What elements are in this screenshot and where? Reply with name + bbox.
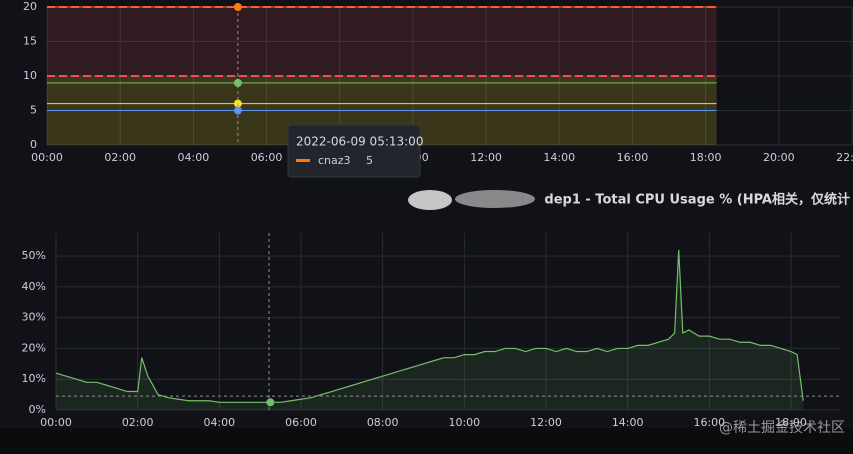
x-tick-label: 02:00 <box>104 151 136 164</box>
y-tick-label: 10 <box>23 69 37 82</box>
y-tick-label: 20% <box>22 341 46 354</box>
x-tick-label: 18:00 <box>690 151 722 164</box>
y-tick-label: 10% <box>22 372 46 385</box>
y-tick-label: 0 <box>30 138 37 151</box>
x-tick-label: 12:00 <box>470 151 502 164</box>
x-tick-label: 08:00 <box>367 416 399 429</box>
tooltip-swatch <box>296 159 310 162</box>
x-tick-label: 00:00 <box>40 416 72 429</box>
x-tick-label: 20:00 <box>763 151 795 164</box>
y-tick-label: 5 <box>30 104 37 117</box>
blur <box>455 190 535 208</box>
watermark: @稀土掘金技术社区 <box>719 420 845 436</box>
y-tick-label: 0% <box>29 403 46 416</box>
tooltip <box>287 124 421 178</box>
x-tick-label: 10:00 <box>448 416 480 429</box>
tooltip-value: 5 <box>366 154 373 167</box>
x-tick-label: 14:00 <box>543 151 575 164</box>
x-tick-label: 18:00 <box>775 416 807 429</box>
y-tick-label: 50% <box>22 249 46 262</box>
y-tick-label: 20 <box>23 0 37 13</box>
blur <box>408 190 452 210</box>
panel-top: 0510152000:0002:0004:0006:0008:0010:0012… <box>23 0 853 178</box>
x-tick-label: 06:00 <box>251 151 283 164</box>
x-tick-label: 12:00 <box>530 416 562 429</box>
area-fill <box>56 249 804 410</box>
y-tick-label: 40% <box>22 280 46 293</box>
hover-point <box>233 78 242 87</box>
x-tick-label: 16:00 <box>617 151 649 164</box>
x-tick-label: 14:00 <box>612 416 644 429</box>
tooltip-time: 2022-06-09 05:13:00 <box>296 135 423 149</box>
y-tick-label: 15 <box>23 35 37 48</box>
x-tick-label: 02:00 <box>122 416 154 429</box>
tooltip-name: cnaz3 <box>318 154 351 167</box>
x-tick-label: 04:00 <box>178 151 210 164</box>
series-line <box>55 249 804 403</box>
x-tick-label: 16:00 <box>693 416 725 429</box>
panel-title: dep1 - Total CPU Usage % (HPA相关，仅统计 <box>544 192 850 208</box>
y-tick-label: 30% <box>22 311 46 324</box>
threshold-band <box>47 7 717 76</box>
x-tick-label: 06:00 <box>285 416 317 429</box>
x-tick-label: 00:00 <box>31 151 63 164</box>
hover-point <box>266 398 275 407</box>
x-tick-label: 04:00 <box>203 416 235 429</box>
bottom-bar <box>0 428 853 454</box>
x-tick-label: 22:00 <box>836 151 853 164</box>
panel-bottom: 0% 10% 20% 30% 40% 50% 00:00 02:00 04:00 06:00 08:… <box>22 233 840 429</box>
